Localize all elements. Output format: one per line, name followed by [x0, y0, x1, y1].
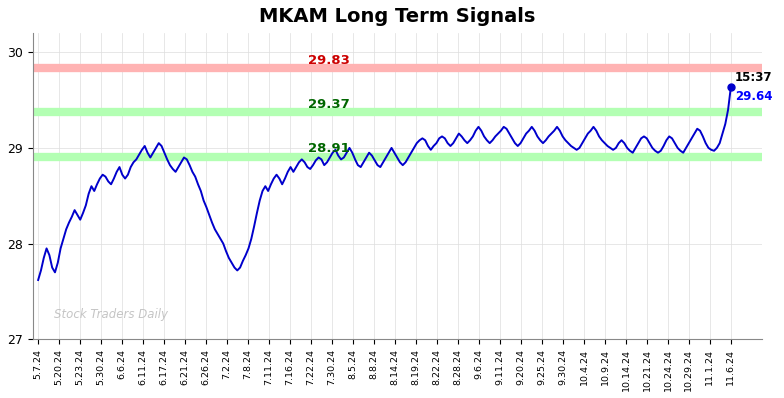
Text: 29.83: 29.83 — [308, 54, 350, 66]
Title: MKAM Long Term Signals: MKAM Long Term Signals — [259, 7, 535, 26]
Text: 15:37: 15:37 — [735, 70, 772, 84]
Text: 29.37: 29.37 — [308, 98, 350, 111]
Text: 29.64: 29.64 — [735, 90, 772, 103]
Text: 28.91: 28.91 — [308, 142, 350, 154]
Text: Stock Traders Daily: Stock Traders Daily — [54, 308, 169, 321]
